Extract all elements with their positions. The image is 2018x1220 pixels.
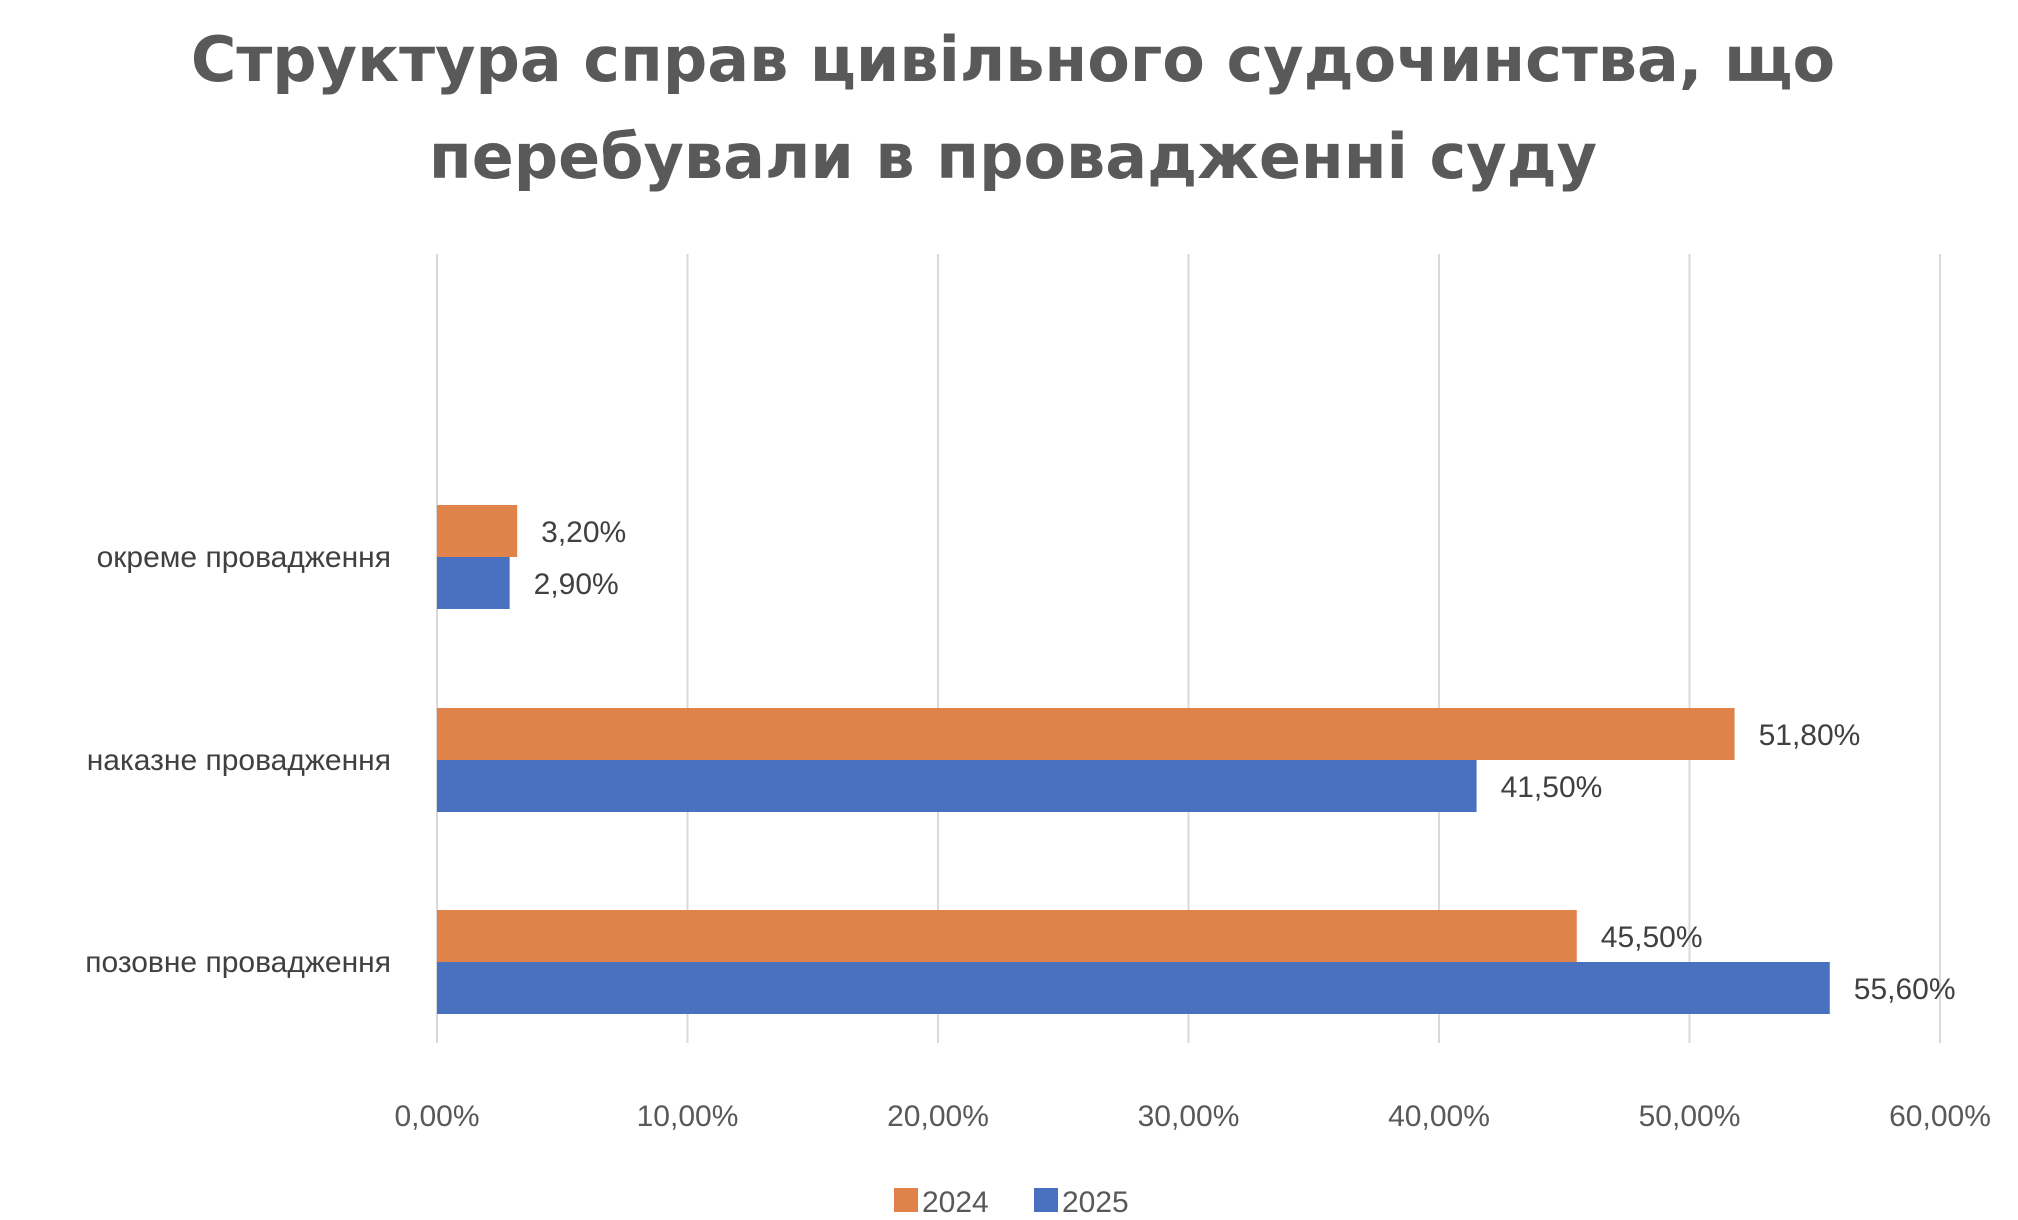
data-label: 45,50%: [1601, 921, 1703, 954]
legend-swatch-2025: [1034, 1188, 1058, 1212]
legend-swatch-2024: [894, 1188, 918, 1212]
data-label: 55,60%: [1854, 973, 1956, 1006]
x-tick-label: 50,00%: [1639, 1100, 1741, 1133]
category-label: позовне провадження: [85, 946, 391, 979]
x-tick-label: 0,00%: [394, 1100, 479, 1133]
data-label: 2,90%: [534, 568, 619, 601]
x-tick-label: 20,00%: [887, 1100, 989, 1133]
legend-label: 2024: [922, 1186, 989, 1219]
data-label: 51,80%: [1759, 719, 1861, 752]
data-label: 41,50%: [1501, 771, 1603, 804]
chart-title-line-2: перебували в провадженні суду: [429, 120, 1597, 193]
data-label: 3,20%: [541, 516, 626, 549]
category-label: наказне провадження: [87, 744, 391, 777]
bar-2025: [437, 760, 1477, 812]
bar-2025: [437, 557, 510, 609]
bar-2024: [437, 505, 518, 557]
x-tick-label: 30,00%: [1138, 1100, 1240, 1133]
bar-2024: [437, 708, 1735, 760]
x-tick-label: 10,00%: [637, 1100, 739, 1133]
chart-title-line-1: Структура справ цивільного судочинства, …: [191, 23, 1835, 96]
category-label: окреме провадження: [97, 541, 391, 574]
bar-2025: [437, 962, 1830, 1014]
x-tick-label: 60,00%: [1889, 1100, 1991, 1133]
bar-2024: [437, 910, 1577, 962]
legend-label: 2025: [1062, 1186, 1129, 1219]
x-tick-label: 40,00%: [1388, 1100, 1490, 1133]
